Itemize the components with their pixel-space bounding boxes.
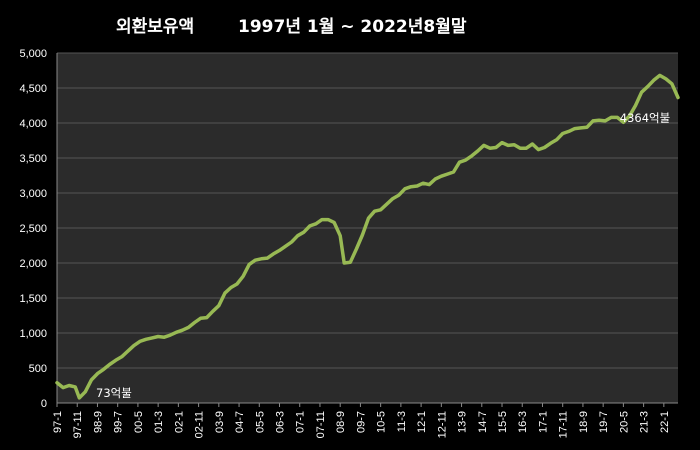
y-tick-label: 500 bbox=[29, 363, 47, 375]
y-tick-label: 1,000 bbox=[19, 328, 47, 340]
series-line bbox=[55, 73, 680, 400]
x-tick-label: 97-11 bbox=[72, 411, 84, 438]
y-tick-label: 3,500 bbox=[19, 153, 47, 165]
x-tick-label: 02-1 bbox=[173, 411, 185, 433]
x-tick-label: 11-3 bbox=[396, 411, 408, 432]
x-tick-label: 13-9 bbox=[457, 411, 469, 433]
annotation-low: 73억불 bbox=[96, 386, 132, 400]
x-tick-label: 17-1 bbox=[537, 411, 549, 433]
x-tick-label: 00-5 bbox=[133, 411, 145, 433]
x-tick-label: 06-3 bbox=[275, 411, 287, 433]
x-tick-label: 19-7 bbox=[598, 411, 610, 433]
x-tick-label: 98-9 bbox=[92, 411, 104, 433]
x-tick-label: 21-3 bbox=[639, 411, 651, 433]
chart-title: 외환보유액 bbox=[116, 17, 195, 37]
chart-subtitle: 1997년 1월 ~ 2022년8월말 bbox=[238, 17, 467, 37]
y-tick-label: 2,000 bbox=[19, 258, 47, 270]
x-tick-label: 97-1 bbox=[52, 411, 64, 433]
y-tick-label: 2,500 bbox=[19, 223, 47, 235]
x-tick-label: 07-1 bbox=[295, 411, 307, 433]
x-tick-label: 10-5 bbox=[376, 411, 388, 433]
y-tick-label: 4,000 bbox=[19, 118, 47, 130]
x-tick-label: 12-11 bbox=[436, 411, 448, 438]
y-tick-label: 5,000 bbox=[19, 48, 47, 60]
x-tick-label: 03-9 bbox=[214, 411, 226, 433]
x-tick-label: 22-1 bbox=[659, 411, 671, 433]
x-tick-label: 12-1 bbox=[416, 411, 428, 433]
x-tick-label: 14-7 bbox=[477, 411, 489, 433]
y-tick-label: 4,500 bbox=[19, 83, 47, 95]
x-tick-label: 09-7 bbox=[355, 411, 367, 433]
x-tick-label: 99-7 bbox=[113, 411, 125, 433]
x-tick-label: 02-11 bbox=[194, 411, 206, 438]
y-tick-label: 3,000 bbox=[19, 188, 47, 200]
x-tick-label: 17-11 bbox=[558, 411, 570, 438]
x-tick-label: 15-5 bbox=[497, 411, 509, 433]
annotation-last: 4364억불 bbox=[620, 111, 670, 125]
x-tick-label: 18-9 bbox=[578, 411, 590, 433]
x-tick-label: 05-5 bbox=[254, 411, 266, 433]
y-tick-label: 1,500 bbox=[19, 293, 47, 305]
y-tick-label: 0 bbox=[41, 398, 47, 410]
x-tick-label: 16-3 bbox=[517, 411, 529, 433]
x-tick-label: 08-9 bbox=[335, 411, 347, 433]
x-tick-label: 07-11 bbox=[315, 411, 327, 438]
x-tick-label: 04-7 bbox=[234, 411, 246, 433]
x-tick-label: 20-5 bbox=[618, 411, 630, 433]
x-tick-label: 01-3 bbox=[153, 411, 165, 433]
